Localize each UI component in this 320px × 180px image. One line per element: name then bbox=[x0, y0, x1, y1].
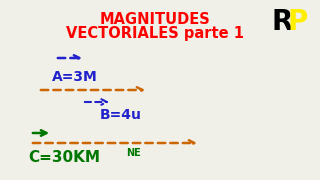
Text: P: P bbox=[287, 8, 307, 36]
Text: R: R bbox=[272, 8, 293, 36]
Text: NE: NE bbox=[126, 148, 141, 158]
Text: B=4u: B=4u bbox=[100, 108, 142, 122]
Text: VECTORIALES parte 1: VECTORIALES parte 1 bbox=[66, 26, 244, 41]
Text: C=30KM: C=30KM bbox=[28, 150, 100, 165]
Text: A=3M: A=3M bbox=[52, 70, 98, 84]
Text: MAGNITUDES: MAGNITUDES bbox=[100, 12, 210, 27]
